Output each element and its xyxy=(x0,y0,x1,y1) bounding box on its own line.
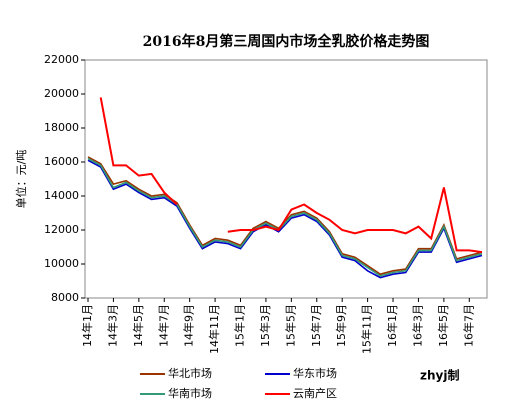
y-tick-label: 22000 xyxy=(44,53,79,66)
x-tick-label: 16年1月 xyxy=(385,304,399,347)
x-tick-label: 14年7月 xyxy=(156,304,170,347)
y-tick-label: 20000 xyxy=(44,87,79,100)
y-tick-label: 8000 xyxy=(51,291,79,304)
x-tick-label: 15年1月 xyxy=(233,304,247,347)
x-tick-label: 16年7月 xyxy=(461,304,475,347)
x-tick-label: 15年7月 xyxy=(309,304,323,347)
x-tick-label: 14年11月 xyxy=(207,304,221,354)
series-line xyxy=(99,97,483,254)
y-tick-label: 10000 xyxy=(44,257,79,270)
credit: zhyj制 xyxy=(420,368,459,383)
x-tick-label: 15年3月 xyxy=(258,304,272,347)
x-tick-label: 16年5月 xyxy=(436,304,450,347)
series-line xyxy=(87,159,483,279)
x-tick-label: 15年9月 xyxy=(334,304,348,347)
y-tick-label: 14000 xyxy=(44,189,79,202)
x-tick-label: 14年5月 xyxy=(131,304,145,347)
plot-frame xyxy=(84,59,488,299)
y-axis-label: 单位：元/吨 xyxy=(14,150,28,209)
x-tick-label: 14年9月 xyxy=(182,304,196,347)
legend-label: 华东市场 xyxy=(293,366,337,380)
series-line xyxy=(87,157,483,277)
x-tick-label: 14年1月 xyxy=(80,304,94,347)
legend-label: 华北市场 xyxy=(168,366,212,380)
x-tick-label: 15年11月 xyxy=(360,304,374,354)
legend-label: 云南产区 xyxy=(293,386,337,400)
x-tick-label: 14年3月 xyxy=(105,304,119,347)
y-tick-label: 16000 xyxy=(44,155,79,168)
x-tick-label: 16年3月 xyxy=(410,304,424,347)
chart-title: 2016年8月第三周国内市场全乳胶价格走势图 xyxy=(143,33,430,50)
y-tick-label: 12000 xyxy=(44,223,79,236)
legend-label: 华南市场 xyxy=(168,386,212,400)
x-tick-label: 15年5月 xyxy=(283,304,297,347)
y-tick-label: 18000 xyxy=(44,121,79,134)
